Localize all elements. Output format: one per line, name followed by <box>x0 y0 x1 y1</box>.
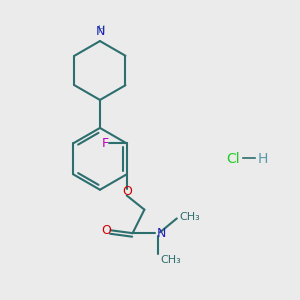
Text: CH₃: CH₃ <box>180 212 200 222</box>
Text: H: H <box>98 25 105 34</box>
Text: H: H <box>257 152 268 166</box>
Text: O: O <box>101 224 111 237</box>
Text: N: N <box>157 227 166 240</box>
Text: Cl: Cl <box>226 152 240 166</box>
Text: N: N <box>95 25 105 38</box>
Text: F: F <box>101 137 109 150</box>
Text: O: O <box>122 185 132 199</box>
Text: CH₃: CH₃ <box>160 255 181 265</box>
